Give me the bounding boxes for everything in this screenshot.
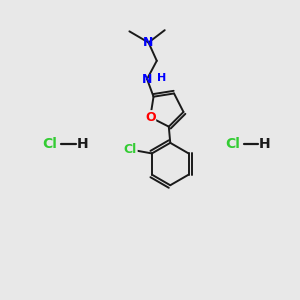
Text: Cl: Cl	[124, 143, 137, 156]
Text: Cl: Cl	[225, 137, 240, 151]
Text: O: O	[145, 111, 156, 124]
Text: N: N	[142, 73, 152, 85]
Text: H: H	[158, 73, 166, 83]
Text: Cl: Cl	[43, 137, 57, 151]
Text: H: H	[76, 137, 88, 151]
Text: H: H	[259, 137, 271, 151]
Text: N: N	[143, 36, 154, 49]
